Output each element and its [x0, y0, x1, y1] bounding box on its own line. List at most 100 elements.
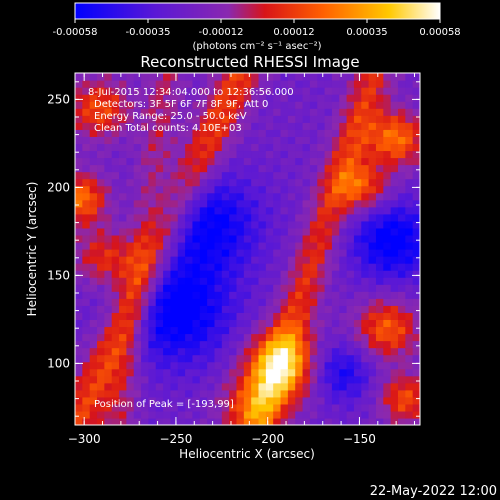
heatmap-pixel: [397, 417, 406, 425]
heatmap-pixel: [368, 80, 377, 88]
heatmap-pixel: [331, 171, 340, 180]
heatmap-pixel: [192, 382, 201, 391]
heatmap-pixel: [265, 227, 274, 236]
heatmap-pixel: [273, 213, 282, 222]
heatmap-pixel: [397, 108, 406, 116]
heatmap-pixel: [236, 73, 245, 81]
heatmap-pixel: [170, 220, 179, 229]
heatmap-pixel: [148, 213, 157, 222]
heatmap-pixel: [324, 157, 333, 166]
heatmap-pixel: [273, 206, 282, 215]
heatmap-pixel: [295, 143, 304, 152]
heatmap-pixel: [390, 340, 399, 349]
heatmap-pixel: [280, 185, 289, 194]
heatmap-pixel: [258, 270, 267, 278]
heatmap-pixel: [185, 298, 194, 306]
heatmap-pixel: [287, 354, 296, 363]
heatmap-pixel: [302, 256, 311, 264]
heatmap-pixel: [192, 305, 201, 313]
heatmap-pixel: [163, 129, 172, 137]
heatmap-pixel: [185, 164, 194, 173]
heatmap-pixel: [412, 171, 420, 180]
heatmap-pixel: [383, 375, 392, 384]
heatmap-pixel: [375, 220, 384, 229]
heatmap-pixel: [82, 396, 91, 405]
heatmap-pixel: [89, 73, 98, 81]
heatmap-pixel: [82, 375, 91, 384]
heatmap-pixel: [258, 326, 267, 335]
heatmap-pixel: [163, 326, 172, 335]
heatmap-pixel: [324, 87, 333, 95]
heatmap-pixel: [405, 298, 414, 306]
heatmap-pixel: [199, 270, 208, 278]
heatmap-pixel: [375, 213, 384, 222]
heatmap-pixel: [170, 164, 179, 173]
heatmap-pixel: [111, 284, 120, 292]
heatmap-pixel: [295, 220, 304, 229]
heatmap-pixel: [177, 80, 186, 88]
heatmap-pixel: [287, 108, 296, 116]
heatmap-pixel: [214, 284, 223, 292]
heatmap-pixel: [177, 234, 186, 243]
heatmap-pixel: [258, 403, 267, 412]
heatmap-pixel: [170, 108, 179, 116]
heatmap-pixel: [126, 185, 135, 194]
heatmap-pixel: [199, 143, 208, 152]
heatmap-pixel: [111, 361, 120, 370]
heatmap-pixel: [236, 410, 245, 419]
heatmap-pixel: [192, 234, 201, 243]
heatmap-pixel: [185, 340, 194, 349]
heatmap-pixel: [126, 220, 135, 229]
heatmap-pixel: [280, 227, 289, 236]
heatmap-pixel: [309, 101, 318, 109]
heatmap-pixel: [185, 333, 194, 342]
heatmap-pixel: [295, 94, 304, 102]
heatmap-pixel: [82, 326, 91, 335]
heatmap-pixel: [119, 298, 127, 306]
heatmap-pixel: [353, 270, 362, 278]
heatmap-pixel: [163, 256, 172, 264]
heatmap-pixel: [177, 192, 186, 201]
heatmap-pixel: [258, 396, 267, 405]
heatmap-pixel: [339, 129, 348, 137]
heatmap-pixel: [119, 256, 127, 264]
heatmap-pixel: [148, 94, 157, 102]
heatmap-pixel: [111, 101, 120, 109]
heatmap-pixel: [383, 241, 392, 250]
heatmap-pixel: [251, 417, 260, 425]
heatmap-pixel: [251, 150, 260, 159]
heatmap-pixel: [177, 319, 186, 328]
heatmap-pixel: [251, 185, 260, 194]
colorbar-tick-label: -0.00058: [53, 27, 98, 38]
heatmap-pixel: [317, 326, 326, 335]
heatmap-pixel: [75, 319, 83, 328]
heatmap-pixel: [119, 220, 127, 229]
heatmap-pixel: [177, 396, 186, 405]
heatmap-pixel: [353, 80, 362, 88]
heatmap-pixel: [309, 171, 318, 180]
heatmap-pixel: [199, 241, 208, 250]
heatmap-pixel: [221, 171, 230, 180]
heatmap-pixel: [229, 340, 238, 349]
heatmap-pixel: [104, 291, 113, 299]
heatmap-pixel: [397, 361, 406, 370]
heatmap-pixel: [251, 108, 260, 116]
heatmap-pixel: [82, 171, 91, 180]
heatmap-pixel: [141, 80, 149, 88]
heatmap-pixel: [199, 136, 208, 144]
heatmap-pixel: [192, 136, 201, 144]
heatmap-pixel: [375, 143, 384, 152]
heatmap-pixel: [339, 319, 348, 328]
heatmap-pixel: [317, 396, 326, 405]
heatmap-pixel: [287, 220, 296, 229]
heatmap-pixel: [324, 389, 333, 398]
heatmap-pixel: [243, 284, 252, 292]
heatmap-pixel: [412, 354, 420, 363]
heatmap-pixel: [397, 312, 406, 320]
heatmap-pixel: [199, 108, 208, 116]
heatmap-pixel: [273, 129, 282, 137]
heatmap-pixel: [177, 347, 186, 356]
heatmap-pixel: [243, 263, 252, 271]
heatmap-pixel: [346, 108, 355, 116]
heatmap-pixel: [383, 354, 392, 363]
